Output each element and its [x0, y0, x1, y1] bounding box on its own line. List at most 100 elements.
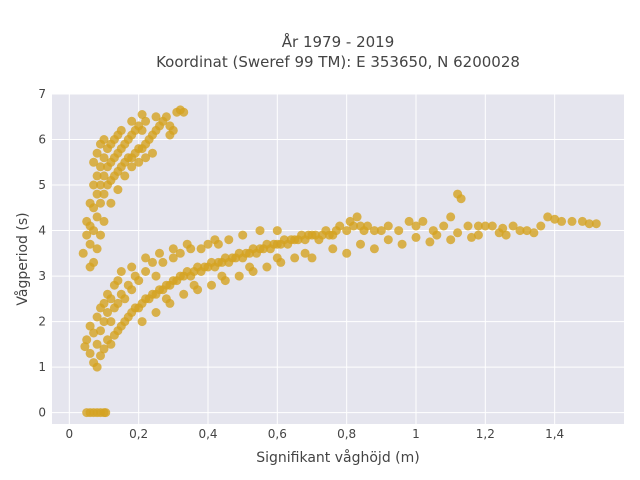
- data-point: [193, 285, 203, 295]
- data-point: [210, 235, 220, 245]
- data-point: [182, 239, 192, 249]
- data-point: [255, 226, 265, 236]
- data-point: [248, 267, 258, 276]
- data-point: [96, 230, 105, 240]
- data-point: [99, 189, 109, 199]
- data-point: [141, 153, 151, 163]
- data-point: [335, 221, 345, 231]
- data-point: [127, 162, 137, 172]
- data-point: [352, 212, 362, 222]
- data-point: [137, 110, 147, 119]
- data-point: [106, 198, 116, 208]
- data-point: [536, 221, 546, 231]
- data-point: [141, 267, 151, 276]
- y-tick-label: 3: [38, 269, 46, 283]
- data-point: [272, 226, 282, 236]
- x-axis-ticks: 0 0,2 0,4 0,6 0,8 1 1,2 1,4: [66, 427, 565, 441]
- data-point: [220, 276, 230, 286]
- data-point: [120, 171, 130, 181]
- data-point: [179, 289, 189, 299]
- data-point: [99, 171, 109, 181]
- data-point: [515, 226, 525, 236]
- data-point: [356, 239, 365, 249]
- data-point: [127, 116, 137, 126]
- data-point: [369, 226, 379, 236]
- x-tick-label: 0,6: [268, 427, 287, 441]
- data-point: [342, 248, 352, 258]
- data-point: [463, 221, 473, 231]
- data-point: [369, 244, 379, 254]
- data-point: [238, 230, 248, 240]
- data-point: [557, 216, 567, 226]
- data-point: [92, 312, 102, 322]
- data-point: [168, 253, 178, 263]
- data-point: [141, 116, 151, 126]
- data-point: [158, 257, 168, 267]
- data-point: [148, 148, 157, 158]
- data-point: [96, 180, 105, 190]
- data-point: [591, 219, 601, 229]
- data-point: [175, 248, 185, 258]
- data-point: [196, 244, 206, 254]
- data-point: [80, 342, 90, 352]
- data-point: [224, 235, 234, 245]
- data-point: [99, 153, 109, 163]
- data-point: [161, 112, 171, 122]
- x-tick-label: 0: [66, 427, 74, 441]
- data-point: [376, 226, 386, 236]
- data-point: [113, 298, 123, 308]
- y-tick-label: 7: [38, 87, 46, 101]
- data-point: [92, 171, 102, 181]
- x-tick-label: 0,4: [198, 427, 217, 441]
- data-point: [113, 276, 123, 286]
- data-point: [89, 203, 99, 213]
- data-point: [127, 262, 137, 272]
- data-point: [456, 194, 466, 204]
- data-point: [432, 230, 442, 240]
- data-point: [92, 362, 102, 372]
- data-point: [439, 221, 449, 231]
- data-point: [99, 216, 109, 226]
- data-point: [529, 228, 539, 238]
- y-tick-label: 5: [38, 178, 46, 192]
- data-point: [480, 221, 490, 231]
- data-point: [446, 235, 456, 245]
- data-point: [85, 321, 95, 331]
- data-point: [207, 280, 216, 290]
- data-point: [96, 162, 105, 172]
- data-point: [446, 212, 456, 222]
- data-point: [262, 262, 272, 272]
- data-point: [78, 248, 88, 258]
- y-tick-label: 1: [38, 360, 46, 374]
- data-point: [151, 271, 161, 281]
- data-point: [92, 189, 102, 199]
- data-point: [116, 125, 126, 135]
- data-point: [92, 244, 102, 254]
- scatter-points: [78, 105, 601, 418]
- data-point: [82, 335, 92, 345]
- data-point: [363, 221, 372, 231]
- data-point: [567, 216, 577, 226]
- data-point: [116, 267, 126, 276]
- x-tick-label: 0,8: [337, 427, 356, 441]
- data-point: [425, 237, 435, 247]
- data-point: [137, 317, 147, 327]
- data-point: [89, 180, 99, 190]
- data-point: [96, 351, 105, 361]
- data-point: [92, 339, 102, 349]
- data-point: [494, 228, 504, 238]
- data-point: [99, 317, 109, 327]
- data-point: [418, 216, 428, 226]
- data-point: [411, 232, 421, 242]
- data-point: [453, 228, 463, 238]
- data-point: [82, 230, 92, 240]
- data-point: [85, 239, 95, 249]
- data-point: [234, 271, 244, 281]
- y-axis-ticks: 0 1 2 3 4 5 6 7: [38, 87, 46, 420]
- data-point: [96, 326, 105, 336]
- data-point: [168, 244, 178, 254]
- data-point: [89, 157, 99, 167]
- data-point: [508, 221, 518, 231]
- data-point: [137, 125, 147, 135]
- x-tick-label: 1: [412, 427, 420, 441]
